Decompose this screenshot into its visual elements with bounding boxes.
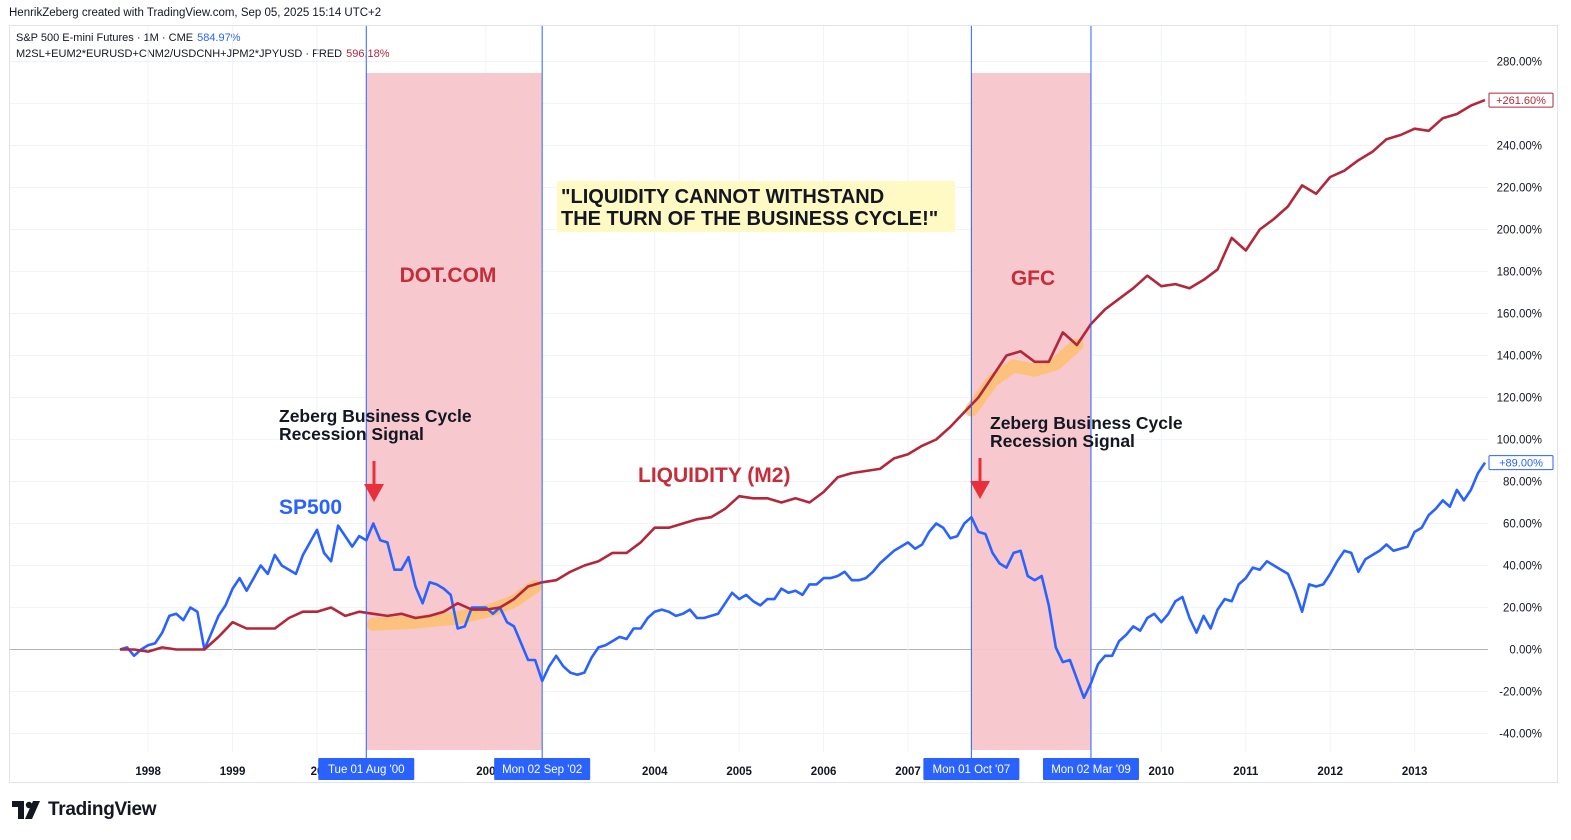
date-tag-box [318,758,415,780]
m2-series-line [120,98,1486,653]
x-tick-label: 2004 [642,766,668,778]
signal-label-line1: Zeberg Business Cycle [279,406,472,426]
legend-sp500-value: 584.97% [197,32,241,44]
x-tick-label: 2012 [1317,766,1343,778]
last-value-text: +261.60% [1496,95,1546,107]
region-title: DOT.COM [400,264,497,287]
x-tick-label: 1999 [220,766,246,778]
tradingview-logo-icon [12,801,40,819]
y-tick-label: -20.00% [1499,687,1542,699]
chart-pane[interactable] [9,25,1558,783]
x-tick-label: 2013 [1402,766,1428,778]
date-tag: Mon 02 Sep '02 [494,758,591,780]
y-tick-label: 100.00% [1497,435,1542,447]
signal-arrow-head [364,484,384,502]
sp500-series-line [119,461,1487,700]
quote-text-line2: THE TURN OF THE BUSINESS CYCLE!" [561,208,938,230]
legend-m2[interactable]: M2SL+EUM2*EURUSD+CNM2/USDCNH+JPM2*JPYUSD… [16,48,390,60]
x-tick-label: 1998 [135,766,161,778]
date-tag: Tue 01 Aug '00 [318,758,415,780]
sp500-label: SP500 [279,496,342,519]
recession-region [971,73,1091,750]
date-tag-text: Mon 01 Oct '07 [933,764,1011,776]
quote-text-line1: "LIQUIDITY CANNOT WITHSTAND [561,186,884,208]
tradingview-logo-text: TradingView [48,799,157,820]
y-tick-label: 160.00% [1497,309,1542,321]
y-tick-label: 200.00% [1497,225,1542,237]
m2-last-value-tag: +261.60% [1488,92,1554,108]
recession-region [366,73,543,750]
legend-sp500-label: S&P 500 E-mini Futures · 1M · CME [16,32,194,44]
y-tick-label: 220.00% [1497,183,1542,195]
y-tick-label: 80.00% [1503,477,1542,489]
liquidity-label: LIQUIDITY (M2) [638,464,790,487]
last-value-box [1488,455,1554,471]
legend-sp500[interactable]: S&P 500 E-mini Futures · 1M · CME 584.97% [16,32,241,44]
y-tick-label: -40.00% [1499,729,1542,741]
y-tick-label: 240.00% [1497,141,1542,153]
signal-label-line2: Recession Signal [990,431,1135,451]
date-tag-text: Mon 02 Sep '02 [502,764,582,776]
date-tag-box [494,758,591,780]
x-tick-label: 2010 [1149,766,1175,778]
x-tick-label: 2006 [811,766,837,778]
signal-label-line2: Recession Signal [279,424,424,444]
signal-arrow-head [970,481,990,499]
last-value-text: +89.00% [1499,458,1543,470]
x-tick-label: 2005 [726,766,752,778]
y-tick-label: 120.00% [1497,393,1542,405]
date-tag: Mon 01 Oct '07 [923,758,1020,780]
x-tick-label: 2007 [895,766,921,778]
quote-box [557,181,955,232]
x-tick-label: 2011 [1233,766,1259,778]
chart-attribution: HenrikZeberg created with TradingView.co… [9,7,382,19]
date-tag: Mon 02 Mar '09 [1042,758,1139,780]
y-tick-label: 140.00% [1497,351,1542,363]
liquidity-highlight [366,580,542,631]
date-tag-box [1042,758,1139,780]
y-tick-label: 40.00% [1503,561,1542,573]
date-tag-text: Tue 01 Aug '00 [328,764,405,776]
date-tag-text: Mon 02 Mar '09 [1051,764,1131,776]
y-tick-label: 280.00% [1497,57,1542,69]
liquidity-highlight [964,338,1084,417]
x-tick-label: 200 [476,766,495,778]
legend-m2-label: M2SL+EUM2*EURUSD+CNM2/USDCNH+JPM2*JPYUSD… [16,48,343,60]
y-tick-label: 0.00% [1509,645,1542,657]
y-tick-label: 20.00% [1503,603,1542,615]
region-title: GFC [1011,267,1055,290]
legend-m2-value: 596.18% [346,48,390,60]
last-value-box [1488,92,1554,108]
sp500-last-value-tag: +89.00% [1488,455,1554,471]
tradingview-logo[interactable]: TradingView [12,799,157,821]
date-tag-box [923,758,1020,780]
y-tick-label: 180.00% [1497,267,1542,279]
y-tick-label: 60.00% [1503,519,1542,531]
signal-label-line1: Zeberg Business Cycle [990,413,1183,433]
